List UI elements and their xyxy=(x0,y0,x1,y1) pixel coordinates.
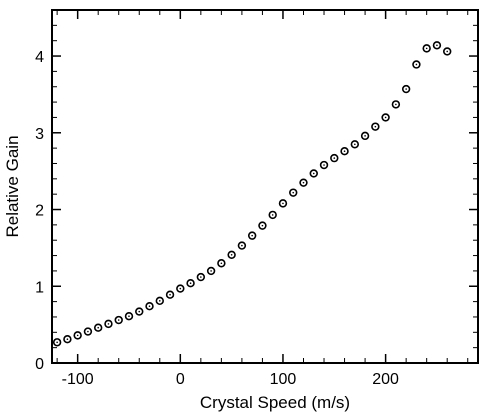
data-point-center xyxy=(282,202,284,205)
data-point xyxy=(83,327,93,336)
y-axis: 0 1 2 3 4 xyxy=(35,24,478,373)
x-axis-label: Crystal Speed (m/s) xyxy=(200,393,350,412)
data-point xyxy=(186,278,195,288)
data-point-center xyxy=(354,143,356,146)
data-point xyxy=(176,284,185,293)
data-point-center xyxy=(333,157,336,159)
data-point-center xyxy=(446,50,449,53)
data-point-center xyxy=(128,315,130,317)
data-point xyxy=(135,307,144,316)
data-point-center xyxy=(97,326,99,329)
data-point-center xyxy=(76,334,79,337)
data-point-center xyxy=(251,234,253,237)
data-point xyxy=(206,266,216,276)
data-point xyxy=(381,113,390,122)
data-point-center xyxy=(405,88,407,90)
data-point-center xyxy=(323,164,325,166)
data-point-center xyxy=(158,300,161,302)
data-point-center xyxy=(415,63,418,66)
x-tick-label: -100 xyxy=(62,371,94,388)
data-point xyxy=(391,100,401,109)
data-point-center xyxy=(56,341,58,344)
data-point xyxy=(196,272,206,282)
data-point xyxy=(217,259,226,268)
data-point-center xyxy=(261,224,264,227)
data-point xyxy=(104,319,113,329)
data-point-center xyxy=(425,47,428,50)
data-point xyxy=(422,44,431,53)
data-point-center xyxy=(374,125,377,128)
data-point xyxy=(278,199,288,208)
data-point-center xyxy=(189,282,192,284)
data-point xyxy=(247,231,257,240)
data-point xyxy=(124,311,134,321)
data-point-center xyxy=(66,338,69,341)
y-tick-label: 0 xyxy=(35,356,44,373)
data-point xyxy=(360,131,370,141)
data-points xyxy=(52,41,452,347)
data-point xyxy=(63,335,72,344)
data-point-center xyxy=(148,305,151,308)
data-point xyxy=(309,169,318,178)
data-point xyxy=(432,41,442,50)
data-point-center xyxy=(384,116,387,119)
data-point xyxy=(340,147,349,156)
data-point xyxy=(268,210,277,220)
x-axis: -100 0 100 200 xyxy=(56,10,469,388)
data-point xyxy=(258,221,267,230)
data-point xyxy=(319,160,329,170)
data-point-center xyxy=(395,103,397,106)
y-tick-label: 3 xyxy=(35,126,44,143)
data-point xyxy=(289,188,298,197)
data-point xyxy=(371,122,380,131)
data-point-center xyxy=(230,253,233,256)
data-point-center xyxy=(87,330,89,333)
data-point xyxy=(401,84,411,94)
data-point xyxy=(52,338,62,347)
data-point-center xyxy=(312,172,315,175)
data-point xyxy=(114,315,123,325)
data-point xyxy=(330,153,339,163)
data-point-center xyxy=(200,276,202,278)
data-point xyxy=(443,47,452,56)
data-point-center xyxy=(220,262,223,265)
data-point-center xyxy=(107,323,110,325)
plot-area xyxy=(51,9,479,364)
data-point xyxy=(93,323,103,332)
data-point xyxy=(155,296,164,306)
data-point-center xyxy=(302,181,305,184)
data-point-center xyxy=(292,191,295,194)
data-point xyxy=(350,140,360,149)
data-point xyxy=(145,302,154,311)
data-point xyxy=(73,331,82,340)
data-point-center xyxy=(169,293,171,296)
x-tick-label: 0 xyxy=(176,371,185,388)
y-tick-label: 4 xyxy=(35,49,44,66)
data-point-center xyxy=(343,150,346,152)
data-point xyxy=(299,178,308,187)
data-point xyxy=(227,250,236,259)
data-point-center xyxy=(117,319,120,321)
plot-border xyxy=(51,9,479,364)
x-tick-label: 100 xyxy=(270,371,297,388)
data-point xyxy=(165,290,175,299)
data-point-center xyxy=(271,214,274,216)
data-point-center xyxy=(138,310,141,313)
data-point-center xyxy=(364,135,366,137)
y-axis-label: Relative Gain xyxy=(3,135,22,237)
x-tick-label: 200 xyxy=(372,371,399,388)
data-point xyxy=(237,241,247,250)
data-point-center xyxy=(436,44,438,47)
data-point-center xyxy=(210,270,212,272)
y-tick-label: 2 xyxy=(35,203,44,220)
data-point-center xyxy=(179,287,182,290)
data-point xyxy=(412,60,421,69)
data-point-center xyxy=(241,244,243,247)
y-tick-label: 1 xyxy=(35,279,44,296)
